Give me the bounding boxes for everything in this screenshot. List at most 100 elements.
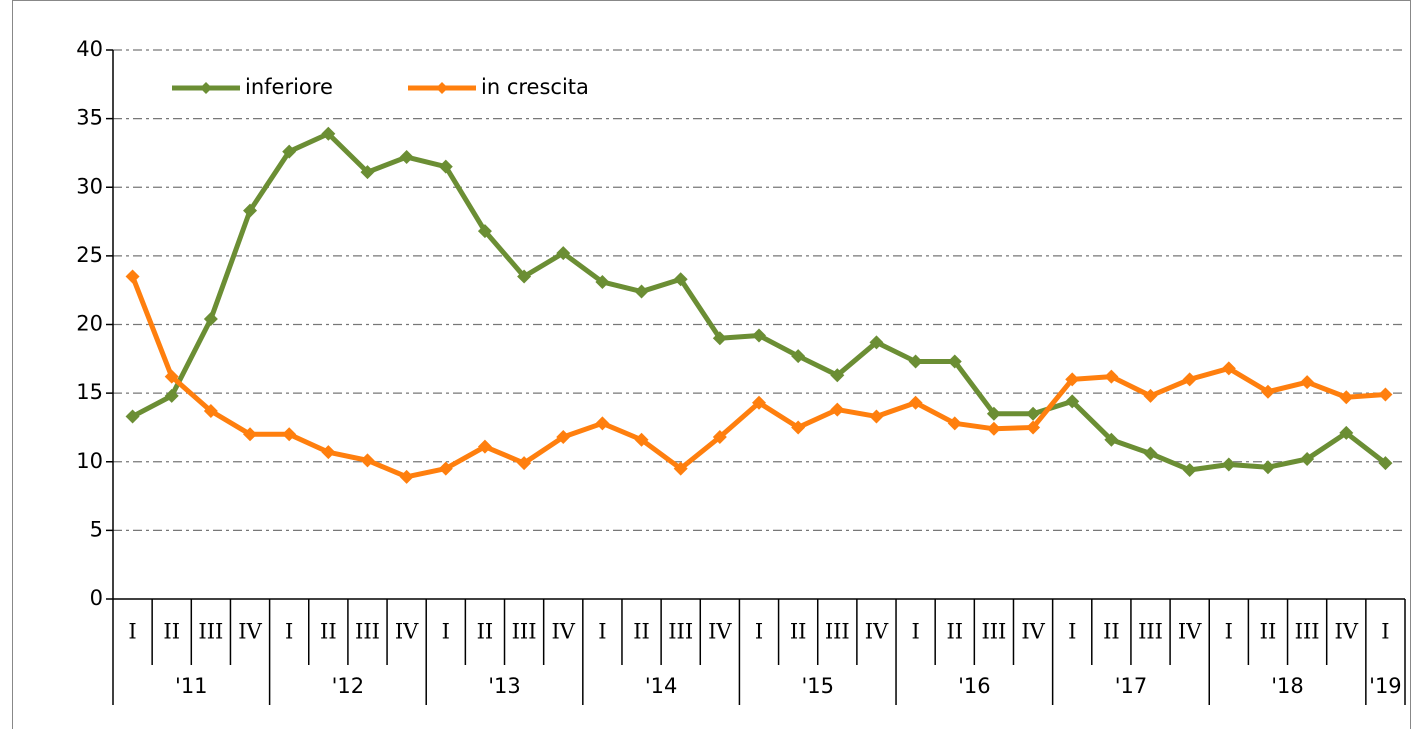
x-tick-label: III xyxy=(668,620,693,644)
legend-label: inferiore xyxy=(245,75,333,99)
data-point xyxy=(830,402,845,417)
data-point xyxy=(1104,369,1119,384)
data-point xyxy=(1182,372,1197,387)
data-point xyxy=(360,453,375,468)
x-tick-label: IV xyxy=(395,620,419,644)
x-tick-label: I xyxy=(442,620,450,644)
series-line xyxy=(130,275,1386,480)
legend-marker xyxy=(436,82,448,94)
x-tick-label: IV xyxy=(708,620,732,644)
y-tick-label: 35 xyxy=(76,106,103,130)
x-tick-label: II xyxy=(790,620,807,644)
data-point xyxy=(712,430,727,445)
data-point xyxy=(321,445,336,460)
chart-frame xyxy=(12,0,1411,729)
data-point xyxy=(399,150,414,165)
data-point xyxy=(556,246,571,261)
data-point xyxy=(634,432,649,447)
series-line xyxy=(131,131,1387,473)
x-tick-label: IV xyxy=(1021,620,1045,644)
data-point xyxy=(203,403,218,418)
x-tick-label: I xyxy=(1381,620,1389,644)
y-tick-label: 15 xyxy=(76,380,103,404)
group-label: '19 xyxy=(1369,674,1402,698)
group-label: '18 xyxy=(1271,674,1304,698)
data-point xyxy=(282,427,297,442)
x-tick-label: IV xyxy=(238,620,262,644)
x-tick-label: II xyxy=(946,620,963,644)
x-tick-label: I xyxy=(755,620,763,644)
x-tick-label: III xyxy=(198,620,223,644)
data-point xyxy=(1026,406,1041,421)
data-point xyxy=(1339,390,1354,405)
legend-label: in crescita xyxy=(481,75,589,99)
data-point xyxy=(869,335,884,350)
x-tick-label: I xyxy=(598,620,606,644)
y-tick-label: 25 xyxy=(76,243,103,267)
x-tick-label: III xyxy=(512,620,537,644)
x-tick-label: III xyxy=(1295,620,1320,644)
data-point xyxy=(517,456,532,471)
data-point xyxy=(947,416,962,431)
data-point xyxy=(947,354,962,369)
data-point xyxy=(1065,372,1080,387)
x-tick-label: I xyxy=(911,620,919,644)
data-point xyxy=(243,427,258,442)
x-tick-label: I xyxy=(1225,620,1233,644)
data-point xyxy=(1378,456,1393,471)
x-tick-label: III xyxy=(981,620,1006,644)
x-tick-label: II xyxy=(1103,620,1120,644)
y-tick-label: 10 xyxy=(76,449,103,473)
data-point xyxy=(869,409,884,424)
data-point xyxy=(634,284,649,299)
x-tick-label: III xyxy=(1138,620,1163,644)
data-point xyxy=(438,461,453,476)
data-point xyxy=(1300,452,1315,467)
data-point xyxy=(125,409,140,424)
data-point xyxy=(399,469,414,484)
data-point xyxy=(1260,460,1275,475)
x-tick-label: IV xyxy=(552,620,576,644)
data-point xyxy=(1339,425,1354,440)
x-tick-label: I xyxy=(285,620,293,644)
data-point xyxy=(477,224,492,239)
data-point xyxy=(1378,387,1393,402)
data-point xyxy=(164,369,179,384)
data-point xyxy=(908,354,923,369)
data-point xyxy=(282,144,297,159)
data-point xyxy=(1182,462,1197,477)
data-point xyxy=(1104,432,1119,447)
data-point xyxy=(595,274,610,289)
x-tick-label: II xyxy=(1260,620,1277,644)
data-point xyxy=(1143,446,1158,461)
data-point xyxy=(1300,375,1315,390)
group-label: '17 xyxy=(1115,674,1148,698)
y-tick-label: 0 xyxy=(90,586,103,610)
data-point xyxy=(1221,457,1236,472)
data-point xyxy=(908,395,923,410)
group-label: '14 xyxy=(645,674,678,698)
x-tick-label: III xyxy=(825,620,850,644)
y-tick-label: 40 xyxy=(76,37,103,61)
data-point xyxy=(712,331,727,346)
data-point xyxy=(986,406,1001,421)
data-point xyxy=(1026,420,1041,435)
x-tick-label: III xyxy=(355,620,380,644)
data-point xyxy=(1221,361,1236,376)
data-point xyxy=(243,203,258,218)
data-point xyxy=(360,165,375,180)
data-point xyxy=(321,126,336,141)
x-tick-label: I xyxy=(128,620,136,644)
data-point xyxy=(477,439,492,454)
data-point xyxy=(517,269,532,284)
group-label: '11 xyxy=(175,674,208,698)
y-tick-label: 20 xyxy=(76,312,103,336)
data-point xyxy=(125,269,140,284)
x-tick-label: I xyxy=(1068,620,1076,644)
x-tick-label: II xyxy=(163,620,180,644)
x-tick-label: II xyxy=(320,620,337,644)
data-point xyxy=(791,420,806,435)
data-point xyxy=(791,349,806,364)
group-label: '12 xyxy=(332,674,365,698)
